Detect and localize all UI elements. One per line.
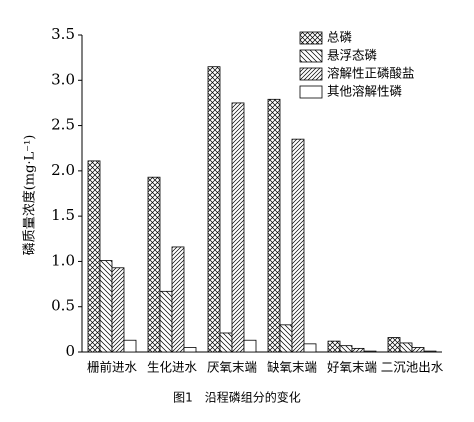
bar <box>327 340 341 353</box>
y-tick-label: 1.0 <box>51 251 75 269</box>
bar <box>423 350 437 353</box>
y-axis-label: 磷质量浓度(mg·L⁻¹) <box>22 135 38 256</box>
legend-label: 悬浮态磷 <box>327 48 378 63</box>
x-tick-label: 生化进水 <box>147 360 198 375</box>
bar <box>399 342 413 353</box>
legend-swatch <box>299 49 323 63</box>
x-tick-label: 好氧末端 <box>327 360 377 375</box>
legend-swatch <box>299 31 323 45</box>
bar <box>111 267 125 353</box>
caption: 图1 沿程磷组分的变化 <box>173 390 301 405</box>
legend-label: 其他溶解性磷 <box>327 84 403 99</box>
y-tick-label: 3.5 <box>51 25 75 43</box>
bar <box>339 345 353 353</box>
bar <box>159 290 173 353</box>
y-tick-label: 2.5 <box>51 116 75 134</box>
x-tick-label: 缺氧末端 <box>267 360 317 375</box>
bar <box>147 176 161 353</box>
bar <box>231 102 245 353</box>
legend-label: 总磷 <box>327 30 353 45</box>
legend-swatch <box>299 85 323 99</box>
bar <box>291 138 305 353</box>
bar <box>351 347 365 353</box>
bar <box>99 260 113 353</box>
bar <box>87 160 101 353</box>
y-tick-label: 0.5 <box>51 297 75 315</box>
bar <box>267 98 281 353</box>
bar <box>363 350 377 353</box>
y-tick-label: 0 <box>65 342 75 360</box>
bar <box>303 343 317 353</box>
bar <box>219 332 233 353</box>
x-tick-label: 栅前进水 <box>87 360 138 375</box>
bar <box>387 337 401 353</box>
y-tick-label: 2.0 <box>51 161 75 179</box>
bar <box>123 339 137 353</box>
legend-label: 溶解性正磷酸盐 <box>327 66 415 81</box>
bar <box>207 66 221 353</box>
bar <box>411 347 425 353</box>
bar <box>279 324 293 353</box>
bar <box>243 339 257 353</box>
bar <box>171 246 185 353</box>
y-tick-label: 3.0 <box>51 70 75 88</box>
y-tick-label: 1.5 <box>51 206 75 224</box>
x-tick-label: 二沉池出水 <box>381 360 444 375</box>
x-tick-label: 厌氧末端 <box>207 360 257 375</box>
bar <box>183 347 197 353</box>
legend-swatch <box>299 67 323 81</box>
